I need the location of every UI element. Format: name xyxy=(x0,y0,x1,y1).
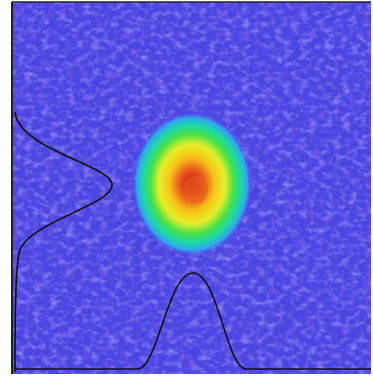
image-area xyxy=(12,2,371,374)
horizontal-profile xyxy=(14,272,371,370)
beam-hotspot xyxy=(184,176,208,204)
vertical-profile xyxy=(14,111,113,373)
